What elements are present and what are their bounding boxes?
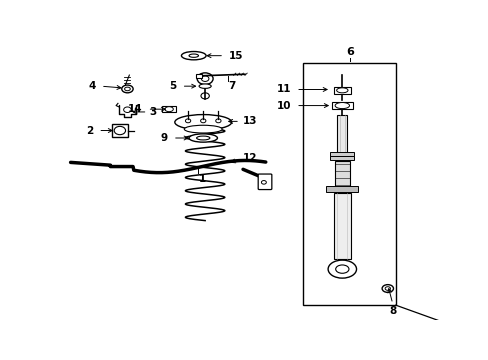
Text: 10: 10	[276, 100, 290, 111]
Text: 1: 1	[198, 174, 205, 184]
Ellipse shape	[114, 126, 125, 135]
Text: 15: 15	[228, 51, 243, 61]
FancyBboxPatch shape	[111, 125, 128, 136]
Text: 7: 7	[228, 81, 236, 91]
Text: 4: 4	[88, 81, 96, 91]
Ellipse shape	[181, 51, 205, 60]
Ellipse shape	[201, 76, 208, 81]
Text: 5: 5	[169, 81, 176, 91]
Text: 3: 3	[149, 107, 156, 117]
Ellipse shape	[385, 287, 389, 290]
FancyBboxPatch shape	[331, 102, 352, 109]
Ellipse shape	[189, 54, 198, 57]
Ellipse shape	[199, 84, 211, 89]
Text: 12: 12	[243, 153, 257, 163]
Ellipse shape	[335, 265, 348, 273]
Ellipse shape	[197, 73, 213, 85]
Ellipse shape	[334, 103, 349, 109]
Ellipse shape	[122, 85, 133, 93]
Bar	[333, 193, 350, 260]
Ellipse shape	[215, 119, 221, 123]
FancyBboxPatch shape	[195, 74, 202, 78]
Text: 13: 13	[243, 116, 257, 126]
Ellipse shape	[200, 119, 205, 123]
Bar	[329, 156, 354, 160]
Ellipse shape	[381, 285, 393, 292]
Ellipse shape	[189, 134, 217, 142]
Bar	[334, 161, 349, 187]
Ellipse shape	[185, 119, 190, 123]
Text: 11: 11	[276, 85, 290, 94]
Ellipse shape	[164, 107, 173, 112]
FancyBboxPatch shape	[258, 174, 271, 190]
Bar	[329, 152, 354, 156]
Ellipse shape	[196, 136, 209, 140]
Ellipse shape	[175, 114, 231, 130]
Text: 2: 2	[86, 126, 93, 135]
Ellipse shape	[123, 107, 131, 112]
Bar	[326, 186, 358, 192]
Text: 8: 8	[389, 306, 396, 316]
Ellipse shape	[201, 93, 209, 99]
Text: 6: 6	[345, 46, 353, 57]
FancyBboxPatch shape	[333, 87, 350, 94]
Ellipse shape	[184, 125, 222, 133]
Ellipse shape	[124, 87, 130, 91]
FancyBboxPatch shape	[162, 106, 176, 112]
Ellipse shape	[327, 260, 356, 278]
Text: 14: 14	[128, 104, 142, 114]
Ellipse shape	[261, 181, 266, 184]
Text: 9: 9	[161, 133, 168, 143]
Bar	[337, 115, 346, 154]
Ellipse shape	[336, 88, 347, 93]
Bar	[302, 63, 395, 305]
